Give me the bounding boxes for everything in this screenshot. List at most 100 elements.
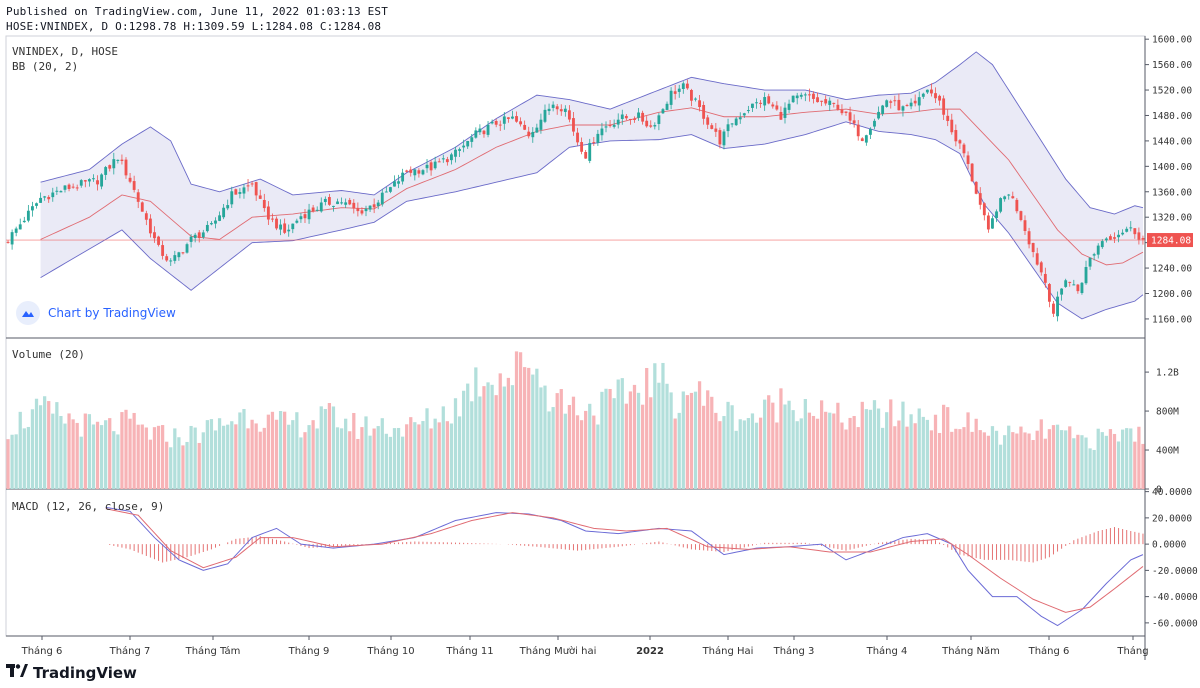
candle-body [128, 177, 132, 182]
candle-body [315, 209, 319, 211]
candle-body [1031, 242, 1035, 253]
volume-bar [722, 416, 726, 489]
candle-body [852, 120, 856, 124]
candle-body [388, 187, 392, 192]
signal-line [105, 508, 1144, 613]
volume-bar [958, 429, 962, 489]
volume-bar [653, 363, 657, 489]
bb-legend: BB (20, 2) [12, 60, 79, 73]
volume-bar [925, 419, 929, 489]
volume-bar [1007, 425, 1011, 489]
volume-bar [380, 418, 384, 489]
volume-bar [811, 415, 816, 489]
volume-bar [506, 377, 511, 489]
candle-body [661, 109, 665, 114]
volume-bar [486, 382, 490, 489]
candle-body [1141, 238, 1145, 240]
volume-bar [514, 351, 519, 489]
price-tick-label: 1240.00 [1152, 264, 1192, 275]
volume-bar [645, 367, 649, 489]
volume-bar [502, 386, 506, 489]
volume-bar [681, 391, 685, 489]
volume-bar [91, 424, 96, 489]
candle-body [380, 192, 384, 205]
candle-body [421, 170, 425, 175]
last-price-tag-label: 1284.08 [1151, 236, 1191, 247]
volume-bar [331, 406, 336, 489]
candle-body [751, 103, 754, 108]
volume-bar [238, 412, 242, 489]
volume-bar [433, 418, 437, 489]
candle-body [409, 169, 413, 173]
macd-tick-label: -20.0000 [1152, 566, 1198, 577]
candle-body [67, 184, 71, 189]
volume-bar [490, 384, 494, 489]
volume-bar [209, 419, 214, 489]
tradingview-footer-logo[interactable]: TradingView [6, 664, 137, 682]
candle-body [1113, 237, 1116, 239]
time-tick-label: 2022 [636, 646, 664, 657]
candle-body [1137, 232, 1141, 240]
volume-bar [311, 420, 315, 489]
volume-bar [217, 418, 222, 489]
volume-bar [726, 401, 730, 489]
chart-by-tradingview-link[interactable]: Chart by TradingView [16, 299, 176, 327]
candle-body [413, 169, 417, 176]
candle-body [55, 190, 59, 192]
candle-body [665, 103, 669, 110]
candle-body [877, 111, 880, 119]
candle-body [230, 191, 234, 205]
volume-bar [376, 426, 380, 489]
candle-body [787, 103, 791, 110]
volume-bar [604, 388, 608, 489]
candle-body [124, 159, 128, 176]
candle-body [303, 214, 307, 219]
bb-upper-line [40, 51, 1144, 215]
volume-bar [807, 412, 812, 489]
candle-body [1056, 296, 1059, 317]
candle-body [567, 110, 571, 120]
candle-body [706, 117, 710, 125]
candle-body [799, 94, 803, 97]
volume-bar [43, 396, 47, 489]
candle-body [531, 131, 535, 138]
volume-bar [132, 412, 136, 489]
candle-body [238, 192, 242, 194]
candle-body [340, 202, 344, 204]
volume-bar [518, 352, 523, 489]
candle-body [775, 105, 779, 110]
candle-body [710, 125, 714, 129]
volume-bar [1043, 438, 1047, 489]
candle-body [59, 191, 63, 193]
candle-body [437, 161, 441, 163]
volume-bar [860, 401, 864, 489]
volume-pane-title: Volume (20) [12, 348, 85, 361]
last-price-tag [1147, 233, 1193, 248]
volume-bar [787, 400, 791, 489]
candle-body [1003, 196, 1007, 200]
volume-bar [775, 422, 779, 489]
volume-bar [795, 421, 799, 489]
candle-body [299, 216, 303, 220]
volume-bar [1064, 430, 1068, 489]
volume-bar [559, 389, 563, 489]
candle-body [165, 256, 169, 261]
volume-bar [852, 416, 856, 489]
volume-group [6, 351, 1145, 489]
candle-body [433, 161, 437, 169]
volume-bar [596, 424, 600, 489]
candle-body [506, 117, 510, 119]
volume-bar [75, 422, 79, 489]
volume-bar [954, 428, 958, 489]
candle-body [75, 187, 79, 189]
time-tick-label: Tháng 7 [109, 645, 151, 657]
candle-body [18, 224, 22, 230]
volume-bar [962, 427, 966, 489]
candle-body [287, 229, 291, 232]
volume-bar [527, 367, 531, 489]
volume-bar [148, 439, 153, 489]
volume-bar [478, 396, 482, 489]
volume-bar [307, 425, 311, 489]
volume-bar [79, 436, 83, 489]
